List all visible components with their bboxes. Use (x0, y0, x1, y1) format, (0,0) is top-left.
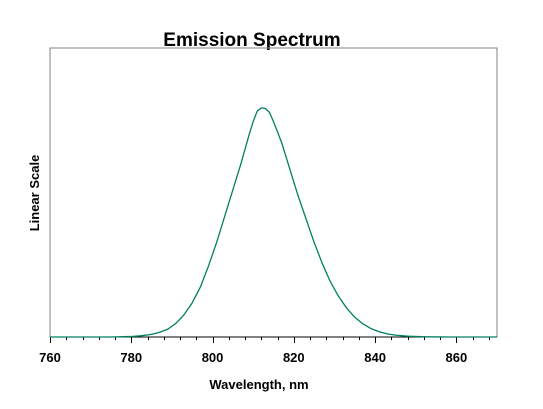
series-line-0 (50, 107, 497, 338)
x-axis-label: Wavelength, nm (209, 377, 308, 392)
x-tick-label: 840 (364, 350, 386, 365)
x-tick-label: 760 (39, 350, 61, 365)
x-tick-label: 800 (202, 350, 224, 365)
x-tick-label: 780 (120, 350, 142, 365)
x-tick-label: 860 (446, 350, 468, 365)
series-group (50, 107, 497, 338)
x-ticks (50, 337, 490, 343)
plot-frame (49, 47, 498, 338)
x-tick-label: 820 (283, 350, 305, 365)
y-axis-label: Linear Scale (27, 155, 42, 232)
chart-title: Emission Spectrum (163, 30, 340, 51)
x-axis: 760 780 800 820 840 860 (39, 336, 497, 365)
x-tick-labels: 760 780 800 820 840 860 (39, 350, 467, 365)
